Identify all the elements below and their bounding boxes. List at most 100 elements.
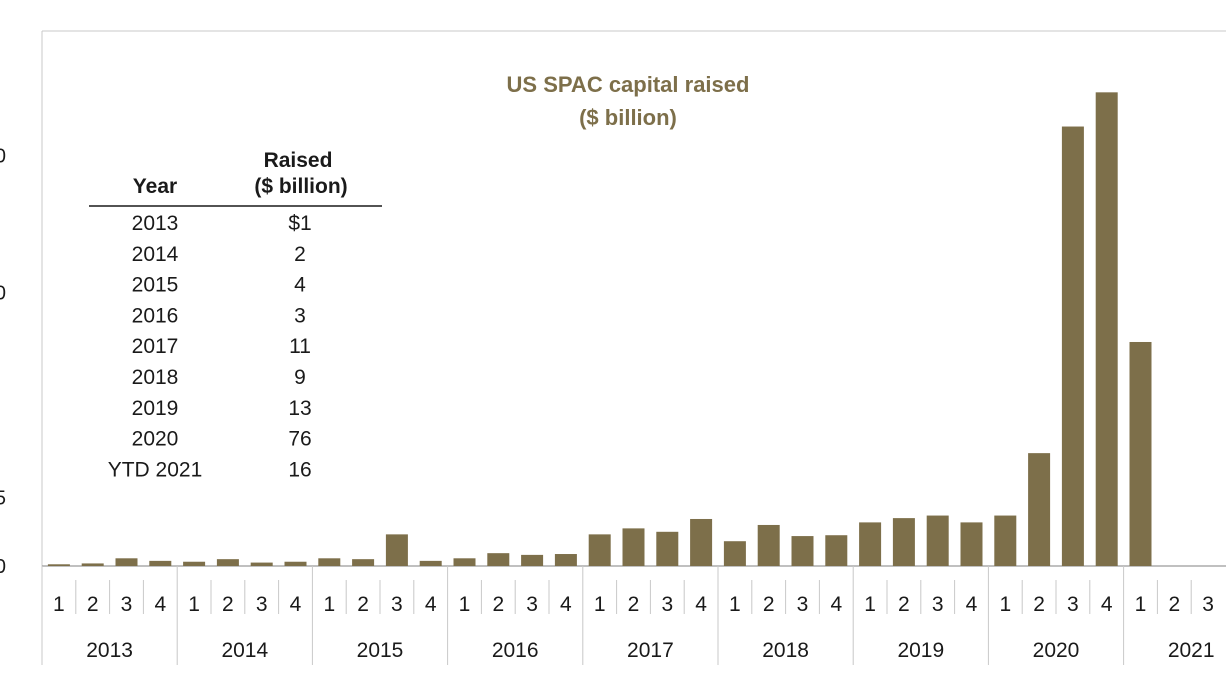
table-cell-raised: 3 — [294, 304, 306, 327]
quarter-label: 4 — [290, 593, 302, 616]
bar — [47, 564, 70, 566]
bar — [757, 524, 780, 566]
quarter-label: 1 — [594, 593, 606, 616]
table-cell-year: 2015 — [132, 274, 179, 297]
quarter-label: 3 — [661, 593, 673, 616]
table-cell-year: 2013 — [132, 212, 179, 235]
table-header-year: Year — [133, 175, 177, 198]
bar — [1061, 126, 1084, 566]
year-label: 2016 — [492, 639, 539, 662]
bar — [723, 541, 746, 566]
quarter-label: 2 — [87, 593, 99, 616]
y-tick-label: 0 — [0, 556, 6, 578]
quarter-label: 1 — [1135, 593, 1147, 616]
table-header-raised-unit: ($ billion) — [254, 175, 347, 198]
quarter-label: 1 — [188, 593, 200, 616]
quarter-label: 3 — [121, 593, 133, 616]
y-tick-label: 0 — [0, 146, 6, 168]
year-label: 2013 — [86, 639, 133, 662]
quarter-label: 2 — [1168, 593, 1180, 616]
year-label: 2021 — [1168, 639, 1215, 662]
year-label: 2014 — [221, 639, 268, 662]
bar — [487, 553, 510, 566]
bar — [115, 558, 138, 566]
quarter-label: 3 — [1067, 593, 1079, 616]
bar — [216, 559, 239, 566]
quarter-label: 3 — [391, 593, 403, 616]
year-label: 2019 — [897, 639, 944, 662]
bar — [622, 528, 645, 566]
quarter-label: 4 — [560, 593, 572, 616]
quarter-label: 1 — [729, 593, 741, 616]
bar — [183, 561, 206, 566]
quarter-label: 4 — [830, 593, 842, 616]
bar — [352, 559, 375, 566]
bar — [892, 518, 915, 566]
quarter-label: 4 — [695, 593, 707, 616]
table-cell-year: 2018 — [132, 366, 179, 389]
year-label: 2015 — [357, 639, 404, 662]
quarter-label: 4 — [425, 593, 437, 616]
bar — [385, 534, 408, 566]
quarter-label: 1 — [864, 593, 876, 616]
quarter-label: 2 — [222, 593, 234, 616]
quarter-label: 4 — [154, 593, 166, 616]
bar — [521, 554, 544, 566]
bar — [1095, 92, 1118, 566]
bar — [588, 534, 611, 566]
quarter-label: 2 — [763, 593, 775, 616]
year-label: 2017 — [627, 639, 674, 662]
table-cell-raised: 9 — [294, 366, 306, 389]
quarter-label: 2 — [357, 593, 369, 616]
year-label: 2018 — [762, 639, 809, 662]
table-cell-year: 2014 — [132, 243, 179, 266]
y-tick-labels: 0 5 0 0 — [0, 146, 6, 578]
table-rows: 2013 $1 2014 2 2015 4 2016 3 2017 11 2018 9 2019 13 20… — [108, 212, 312, 481]
quarter-label: 2 — [492, 593, 504, 616]
chart-subtitle: ($ billion) — [579, 105, 677, 130]
bar — [859, 522, 882, 566]
quarter-label: 1 — [53, 593, 65, 616]
y-tick-label: 5 — [0, 488, 6, 510]
quarter-label: 1 — [459, 593, 471, 616]
bar — [656, 531, 679, 566]
bar — [284, 561, 307, 566]
y-tick-label: 0 — [0, 282, 6, 304]
table-cell-year: 2017 — [132, 335, 179, 358]
table-header-raised: Raised — [264, 149, 333, 172]
quarter-label: 3 — [1202, 593, 1214, 616]
bar — [453, 558, 476, 566]
quarter-label: 2 — [628, 593, 640, 616]
quarter-label: 4 — [966, 593, 978, 616]
bar — [994, 515, 1017, 566]
chart-title: US SPAC capital raised — [507, 72, 750, 97]
bar — [1028, 453, 1051, 566]
bar — [825, 535, 848, 566]
table-cell-raised: 11 — [289, 335, 311, 358]
table-cell-year: 2016 — [132, 304, 179, 327]
bar — [791, 536, 814, 566]
table-cell-year: 2020 — [132, 428, 179, 451]
bar — [419, 560, 442, 566]
quarter-label: 1 — [323, 593, 335, 616]
quarter-label: 2 — [1033, 593, 1045, 616]
table-cell-year: 2019 — [132, 397, 179, 420]
table-cell-raised: 4 — [294, 274, 306, 297]
quarter-label: 3 — [256, 593, 268, 616]
quarter-label: 4 — [1101, 593, 1113, 616]
table-cell-raised: $1 — [288, 212, 311, 235]
quarter-label: 3 — [797, 593, 809, 616]
raised-table: Year Raised ($ billion) 2013 $1 2014 2 2015 4… — [89, 149, 382, 481]
bar — [149, 560, 172, 566]
bar — [250, 562, 273, 566]
table-cell-year: YTD 2021 — [108, 458, 203, 481]
bar — [1129, 341, 1152, 566]
bar — [690, 518, 713, 566]
bar — [926, 515, 949, 566]
quarter-label: 3 — [932, 593, 944, 616]
bars — [47, 92, 1152, 566]
table-cell-raised: 76 — [288, 428, 311, 451]
bar — [554, 554, 577, 566]
bar — [960, 522, 983, 566]
